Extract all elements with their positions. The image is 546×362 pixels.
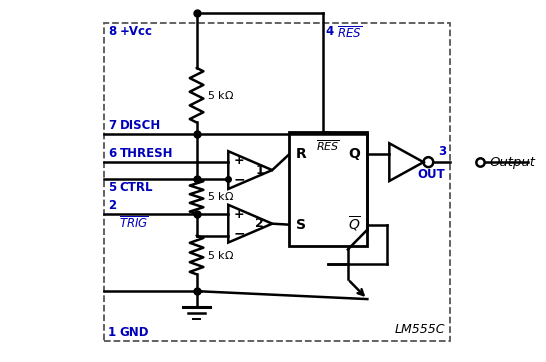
Text: $\overline{RES}$: $\overline{RES}$ — [337, 25, 362, 41]
Text: S: S — [296, 218, 306, 232]
Text: Output: Output — [489, 156, 536, 169]
Bar — [104, 23, 450, 341]
Text: 2: 2 — [108, 199, 116, 212]
Text: 5: 5 — [108, 181, 116, 194]
Text: 2: 2 — [255, 217, 264, 230]
Text: 1: 1 — [255, 164, 264, 177]
Text: 5 k$\Omega$: 5 k$\Omega$ — [207, 249, 234, 261]
Text: 6: 6 — [108, 147, 116, 160]
Text: +: + — [233, 208, 244, 221]
Text: 5 k$\Omega$: 5 k$\Omega$ — [207, 190, 234, 202]
Text: R: R — [296, 147, 307, 161]
Text: OUT: OUT — [418, 168, 446, 181]
Text: 1: 1 — [108, 326, 116, 339]
Text: $\overline{TRIG}$: $\overline{TRIG}$ — [120, 216, 150, 231]
Text: +Vcc: +Vcc — [120, 25, 152, 38]
Text: DISCH: DISCH — [120, 119, 161, 132]
Text: 5 k$\Omega$: 5 k$\Omega$ — [207, 89, 234, 101]
Text: −: − — [233, 226, 245, 240]
Text: Q: Q — [349, 147, 360, 161]
Text: THRESH: THRESH — [120, 147, 173, 160]
Text: 8: 8 — [108, 25, 116, 38]
Text: $\overline{RES}$: $\overline{RES}$ — [317, 138, 340, 153]
Text: 4: 4 — [325, 25, 334, 38]
Text: +: + — [233, 154, 244, 167]
Text: LM555C: LM555C — [395, 323, 446, 336]
Text: CTRL: CTRL — [120, 181, 153, 194]
Bar — [289, 132, 367, 247]
Text: −: − — [233, 173, 245, 186]
Text: 7: 7 — [108, 119, 116, 132]
Text: 3: 3 — [438, 145, 447, 158]
Text: GND: GND — [120, 326, 149, 339]
Text: $\overline{Q}$: $\overline{Q}$ — [348, 215, 360, 234]
